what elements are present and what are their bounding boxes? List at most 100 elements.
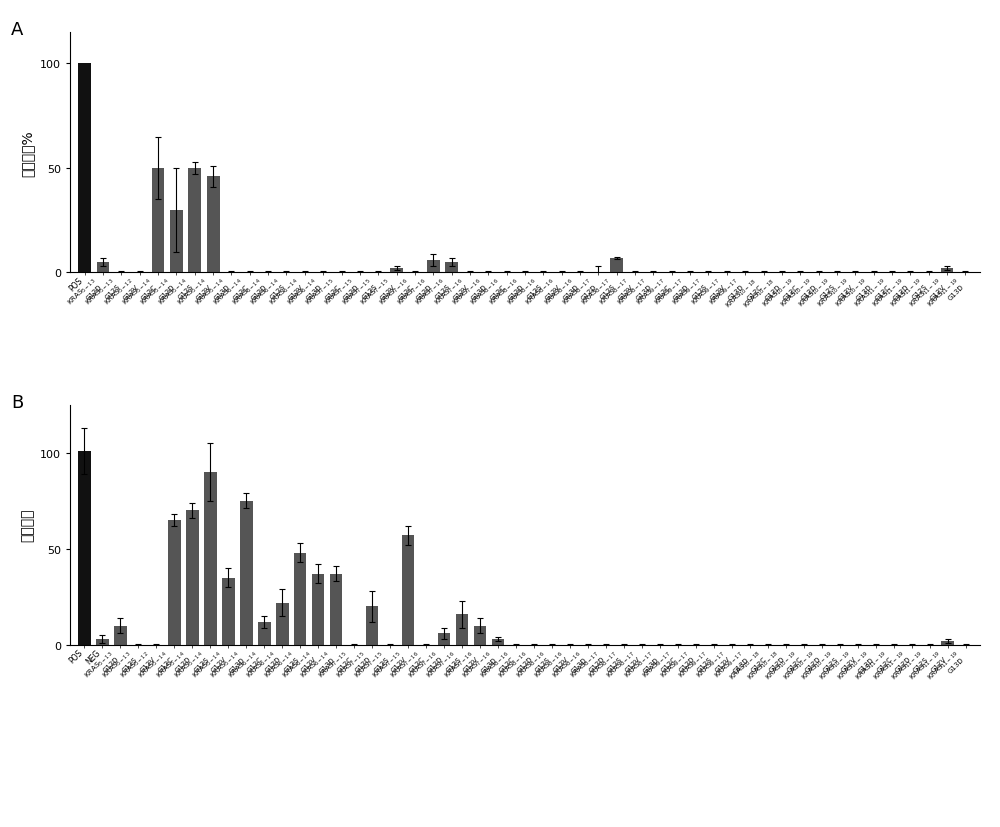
Text: KRAS$_{11-19}$
G12D: KRAS$_{11-19}$ G12D: [871, 275, 910, 315]
Text: KRAS$_{8-16}$
G13D: KRAS$_{8-16}$ G13D: [543, 275, 580, 313]
Text: KRAS$_{10-19}$
G12C: KRAS$_{10-19}$ G12C: [764, 648, 804, 687]
Text: KRAS$_{8-16}$
G12V: KRAS$_{8-16}$ G12V: [524, 275, 562, 313]
Bar: [402, 536, 414, 645]
Text: KRAS$_{7-15}$
G12D: KRAS$_{7-15}$ G12D: [335, 648, 372, 685]
Text: NEG: NEG: [84, 648, 102, 666]
Text: KRAS$_{8-17}$
G12D: KRAS$_{8-17}$ G12D: [569, 648, 606, 685]
Text: KRAS$_{6-14}$
G12D: KRAS$_{6-14}$ G12D: [231, 275, 268, 313]
Text: KRAS$_{10-19}$
G12D: KRAS$_{10-19}$ G12D: [779, 275, 819, 315]
Bar: [258, 622, 271, 645]
Text: KRAS$_{10-19}$
G13D: KRAS$_{10-19}$ G13D: [834, 275, 874, 315]
Text: KRAS$_{11-19}$
G12C: KRAS$_{11-19}$ G12C: [852, 275, 892, 315]
Text: KRAS$_{6-14}$
G12C: KRAS$_{6-14}$ G12C: [212, 275, 250, 313]
Bar: [456, 614, 468, 645]
Bar: [97, 263, 109, 273]
Bar: [114, 626, 127, 645]
Text: KRAS$_{11-19}$
G13D: KRAS$_{11-19}$ G13D: [926, 275, 965, 315]
Bar: [276, 603, 289, 645]
Text: KRAS$_{9-17}$
G12S: KRAS$_{9-17}$ G12S: [671, 275, 708, 313]
Bar: [186, 510, 199, 645]
Text: KRAS$_{9-17}$
G12C: KRAS$_{9-17}$ G12C: [634, 275, 672, 313]
Bar: [474, 626, 486, 645]
Text: KRAS$_{7-15}$
G12S: KRAS$_{7-15}$ G12S: [341, 275, 378, 313]
Text: A: A: [11, 21, 23, 39]
Bar: [438, 633, 450, 645]
Bar: [390, 269, 403, 273]
Text: KRAS$_{6-14}$
G12C: KRAS$_{6-14}$ G12C: [227, 648, 264, 685]
Text: KRAS$_{7-16}$
G12C: KRAS$_{7-16}$ G12C: [377, 275, 415, 313]
Bar: [204, 472, 217, 645]
Y-axis label: 荧光指数: 荧光指数: [20, 509, 34, 542]
Bar: [492, 639, 504, 645]
Text: KRAS$_{7-15}$
G12C: KRAS$_{7-15}$ G12C: [304, 275, 342, 313]
Text: KRAS$_{8-17}$
G12V: KRAS$_{8-17}$ G12V: [598, 275, 635, 313]
Bar: [427, 261, 440, 273]
Y-axis label: 阳性信号%: 阳性信号%: [20, 130, 34, 176]
Text: KRAS$_{10-18}$
G12D: KRAS$_{10-18}$ G12D: [746, 648, 786, 687]
Bar: [366, 607, 378, 645]
Text: KRAS$_{7-16}$
G12C: KRAS$_{7-16}$ G12C: [389, 648, 426, 685]
Text: POS: POS: [67, 648, 84, 665]
Text: KRAS$_{11-19}$
G12V: KRAS$_{11-19}$ G12V: [907, 275, 947, 315]
Text: KRAS$_{5-14}$
G12S: KRAS$_{5-14}$ G12S: [157, 275, 195, 313]
Text: KRAS$_{11-19}$
G13D: KRAS$_{11-19}$ G13D: [926, 648, 966, 687]
Text: KRAS$_{11-19}$
G12S: KRAS$_{11-19}$ G12S: [889, 275, 929, 315]
Text: KRAS$_{11-19}$
G12D: KRAS$_{11-19}$ G12D: [872, 648, 912, 687]
Text: KRAS$_{5-14}$
G12V: KRAS$_{5-14}$ G12V: [191, 648, 228, 685]
Text: KRAS$_{10-18}$
G12C: KRAS$_{10-18}$ G12C: [724, 275, 764, 315]
Text: KRAS$_{5-13}$
G12S: KRAS$_{5-13}$ G12S: [84, 275, 121, 313]
Text: KRAS$_{10-18}$
G12D: KRAS$_{10-18}$ G12D: [742, 275, 782, 315]
Text: KRAS$_{9-17}$
G12S: KRAS$_{9-17}$ G12S: [676, 648, 714, 685]
Bar: [222, 578, 235, 645]
Text: KRAS$_{11-19}$
G12C: KRAS$_{11-19}$ G12C: [854, 648, 894, 687]
Text: KRAS$_{7-15}$
G12V: KRAS$_{7-15}$ G12V: [371, 648, 408, 685]
Text: KRAS$_{6-14}$
G13D: KRAS$_{6-14}$ G13D: [299, 648, 336, 685]
Bar: [170, 210, 183, 273]
Bar: [445, 263, 458, 273]
Text: KRAS$_{5-14}$
G12D: KRAS$_{5-14}$ G12D: [155, 648, 192, 685]
Text: KRAS$_{5-13}$
G12D: KRAS$_{5-13}$ G12D: [83, 648, 120, 685]
Bar: [207, 177, 220, 273]
Bar: [294, 553, 306, 645]
Bar: [168, 520, 181, 645]
Text: KRAS$_{6-14}$
G12V: KRAS$_{6-14}$ G12V: [281, 648, 318, 685]
Text: KRAS$_{7-15}$
G12C: KRAS$_{7-15}$ G12C: [317, 648, 354, 685]
Text: KRAS$_{8-17}$
G12S: KRAS$_{8-17}$ G12S: [587, 648, 624, 685]
Bar: [78, 65, 91, 273]
Text: KRAS$_{5-13}$
G12S: KRAS$_{5-13}$ G12S: [101, 648, 138, 685]
Text: KRAS$_{8-16}$
G13D: KRAS$_{8-16}$ G13D: [550, 648, 588, 685]
Text: KRAS$_{6-14}$
G12V: KRAS$_{6-14}$ G12V: [267, 275, 305, 313]
Text: KRAS$_{5-14}$
G12V: KRAS$_{5-14}$ G12V: [176, 275, 213, 313]
Text: KRAS$_{10-18}$
G12C: KRAS$_{10-18}$ G12C: [728, 648, 768, 687]
Bar: [152, 169, 164, 273]
Text: KRAS$_{10-19}$
G12S: KRAS$_{10-19}$ G12S: [797, 275, 837, 315]
Text: KRAS$_{7-16}$
G12V: KRAS$_{7-16}$ G12V: [443, 648, 480, 685]
Text: KRAS$_{7-16}$
G12D: KRAS$_{7-16}$ G12D: [396, 275, 433, 313]
Bar: [188, 169, 201, 273]
Text: KRAS$_{8-16}$
G12C: KRAS$_{8-16}$ G12C: [478, 648, 516, 685]
Text: KRAS$_{9-17}$
G12V: KRAS$_{9-17}$ G12V: [689, 275, 727, 313]
Text: KRAS$_{6-14}$
G12S: KRAS$_{6-14}$ G12S: [263, 648, 300, 685]
Text: KRAS$_{7-15}$
G12S: KRAS$_{7-15}$ G12S: [353, 648, 390, 685]
Text: KRAS$_{9-17}$
G12D: KRAS$_{9-17}$ G12D: [658, 648, 696, 685]
Text: KRAS$_{9-17}$
G13D: KRAS$_{9-17}$ G13D: [712, 648, 750, 685]
Bar: [240, 501, 253, 645]
Bar: [941, 269, 953, 273]
Text: KRAS$_{8-17}$
G12V: KRAS$_{8-17}$ G12V: [605, 648, 642, 685]
Bar: [96, 639, 109, 645]
Text: KRAS$_{5-12}$
G12V: KRAS$_{5-12}$ G12V: [119, 648, 156, 685]
Text: KRAS$_{6-14}$
G13D: KRAS$_{6-14}$ G13D: [286, 275, 323, 313]
Text: KRAS$_{8-17}$
G13D: KRAS$_{8-17}$ G13D: [623, 648, 660, 685]
Text: KRAS$_{7-16}$
G13D: KRAS$_{7-16}$ G13D: [461, 648, 498, 685]
Text: KRAS$_{7-16}$
G12D: KRAS$_{7-16}$ G12D: [407, 648, 444, 685]
Text: B: B: [11, 393, 23, 411]
Text: KRAS$_{7-16}$
G12S: KRAS$_{7-16}$ G12S: [425, 648, 462, 685]
Text: KRAS$_{8-16}$
G12S: KRAS$_{8-16}$ G12S: [514, 648, 552, 685]
Text: KRAS$_{8-16}$
G12V: KRAS$_{8-16}$ G12V: [532, 648, 570, 685]
Text: KRAS$_{8-16}$
G12C: KRAS$_{8-16}$ G12C: [469, 275, 507, 313]
Text: KRAS$_{9-17}$
G12V: KRAS$_{9-17}$ G12V: [694, 648, 732, 685]
Text: KRAS$_{10-19}$
G13D: KRAS$_{10-19}$ G13D: [836, 648, 876, 687]
Bar: [941, 641, 954, 645]
Text: KRAS$_{8-16}$
G12D: KRAS$_{8-16}$ G12D: [496, 648, 534, 685]
Text: KRAS$_{6-14}$
G12D: KRAS$_{6-14}$ G12D: [245, 648, 282, 685]
